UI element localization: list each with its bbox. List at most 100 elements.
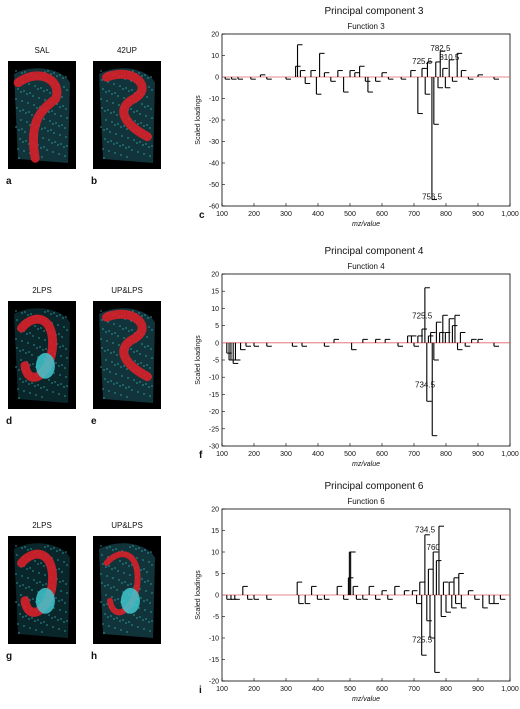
x-axis-label: mz/value <box>352 461 380 468</box>
x-tick-label: 500 <box>344 451 356 458</box>
tissue-image-title: 2LPS <box>32 286 52 295</box>
x-tick-label: 700 <box>408 451 420 458</box>
chart-subtitle: Function 4 <box>347 262 385 271</box>
y-tick-label: -15 <box>209 657 219 664</box>
y-tick-label: 10 <box>211 53 219 60</box>
x-tick-label: 200 <box>248 451 260 458</box>
x-tick-label: 100 <box>216 451 228 458</box>
peak-annotation: 725.5 <box>412 635 433 644</box>
tissue-image-title: SAL <box>34 46 50 55</box>
chart-title: Principal component 3 <box>325 6 424 17</box>
x-tick-label: 100 <box>216 211 228 218</box>
y-tick-label: 0 <box>215 340 219 347</box>
tissue-image-title: 42UP <box>116 46 137 55</box>
panel-letter: h <box>91 651 98 662</box>
chart-title: Principal component 6 <box>325 481 424 492</box>
x-tick-label: 200 <box>248 211 260 218</box>
x-tick-label: 600 <box>376 451 388 458</box>
tissue-section-image <box>93 61 161 169</box>
y-tick-label: -20 <box>209 409 219 416</box>
peak-annotation: 734.5 <box>415 381 436 390</box>
tissue-image-title: UP&LPS <box>111 286 143 295</box>
tissue-image-title: 2LPS <box>32 521 52 530</box>
x-tick-label: 1,000 <box>501 686 519 693</box>
tissue-section-image <box>93 301 161 409</box>
panel-letter: b <box>91 176 98 187</box>
x-axis-label: mz/value <box>352 696 380 703</box>
x-tick-label: 500 <box>344 686 356 693</box>
y-tick-label: -5 <box>213 614 219 621</box>
x-tick-label: 200 <box>248 686 260 693</box>
x-tick-label: 400 <box>312 686 324 693</box>
chart-subtitle: Function 3 <box>347 22 385 31</box>
tissue-section-image <box>8 301 76 409</box>
panel-letter: e <box>91 416 97 427</box>
panel-letter: a <box>6 176 12 187</box>
panel-letter: f <box>199 450 203 461</box>
tissue-section-image <box>8 536 76 644</box>
peak-annotation: 734.5 <box>415 526 436 535</box>
y-tick-label: 0 <box>215 75 219 82</box>
peak-annotation: 725.5 <box>412 312 433 321</box>
y-tick-label: 15 <box>211 289 219 296</box>
x-tick-label: 900 <box>472 451 484 458</box>
tissue-section-image <box>8 61 76 169</box>
x-tick-label: 400 <box>312 211 324 218</box>
x-tick-label: 1,000 <box>501 211 519 218</box>
panel-letter: c <box>199 210 205 221</box>
x-tick-label: 700 <box>408 686 420 693</box>
x-tick-label: 100 <box>216 686 228 693</box>
y-axis-label: Scaled loadings <box>195 95 202 145</box>
x-tick-label: 800 <box>440 451 452 458</box>
y-tick-label: 5 <box>215 571 219 578</box>
x-tick-label: 600 <box>376 686 388 693</box>
y-tick-label: -60 <box>209 204 219 211</box>
panel-letter: g <box>6 651 13 662</box>
y-axis-label: Scaled loadings <box>195 335 202 385</box>
x-tick-label: 300 <box>280 686 292 693</box>
peak-annotation: 725.5 <box>412 57 433 66</box>
x-tick-label: 500 <box>344 211 356 218</box>
tissue-image-title: UP&LPS <box>111 521 143 530</box>
x-tick-label: 400 <box>312 451 324 458</box>
y-tick-label: 20 <box>211 32 219 39</box>
panel-letter: d <box>6 416 13 427</box>
y-tick-label: -30 <box>209 444 219 451</box>
y-tick-label: -15 <box>209 392 219 399</box>
peak-annotation: 810.5 <box>439 53 460 62</box>
x-tick-label: 800 <box>440 686 452 693</box>
y-tick-label: -25 <box>209 426 219 433</box>
chart-subtitle: Function 6 <box>347 497 385 506</box>
loadings-chart: Principal component 3 Function 3 -60 -50 -40… <box>195 6 519 228</box>
loadings-chart: Principal component 4 Function 4 -30 -25 -20… <box>195 246 519 468</box>
plot-frame <box>221 273 511 447</box>
y-tick-label: -20 <box>209 679 219 686</box>
x-tick-label: 800 <box>440 211 452 218</box>
y-tick-label: -10 <box>209 96 219 103</box>
peak-annotation: 760 <box>427 543 441 552</box>
y-tick-label: 10 <box>211 550 219 557</box>
y-tick-label: -20 <box>209 118 219 125</box>
y-tick-label: 15 <box>211 528 219 535</box>
peak-annotation: 756.5 <box>422 193 443 202</box>
x-axis-label: mz/value <box>352 221 380 228</box>
x-tick-label: 1,000 <box>501 451 519 458</box>
tissue-section-image <box>93 536 161 644</box>
panel-letter: i <box>199 685 202 696</box>
x-tick-label: 300 <box>280 211 292 218</box>
x-tick-label: 700 <box>408 211 420 218</box>
y-tick-label: -30 <box>209 139 219 146</box>
x-tick-label: 600 <box>376 211 388 218</box>
y-tick-label: 20 <box>211 507 219 514</box>
x-tick-label: 300 <box>280 451 292 458</box>
y-tick-label: 20 <box>211 272 219 279</box>
loadings-chart: Principal component 6 Function 6 -20 -15 -10… <box>195 481 519 703</box>
y-tick-label: 10 <box>211 306 219 313</box>
y-tick-label: -40 <box>209 161 219 168</box>
y-tick-label: -10 <box>209 636 219 643</box>
peak-annotation: 782.5 <box>430 44 451 53</box>
plot-frame <box>221 33 511 207</box>
y-tick-label: -10 <box>209 375 219 382</box>
y-tick-label: 0 <box>215 593 219 600</box>
x-tick-label: 900 <box>472 211 484 218</box>
